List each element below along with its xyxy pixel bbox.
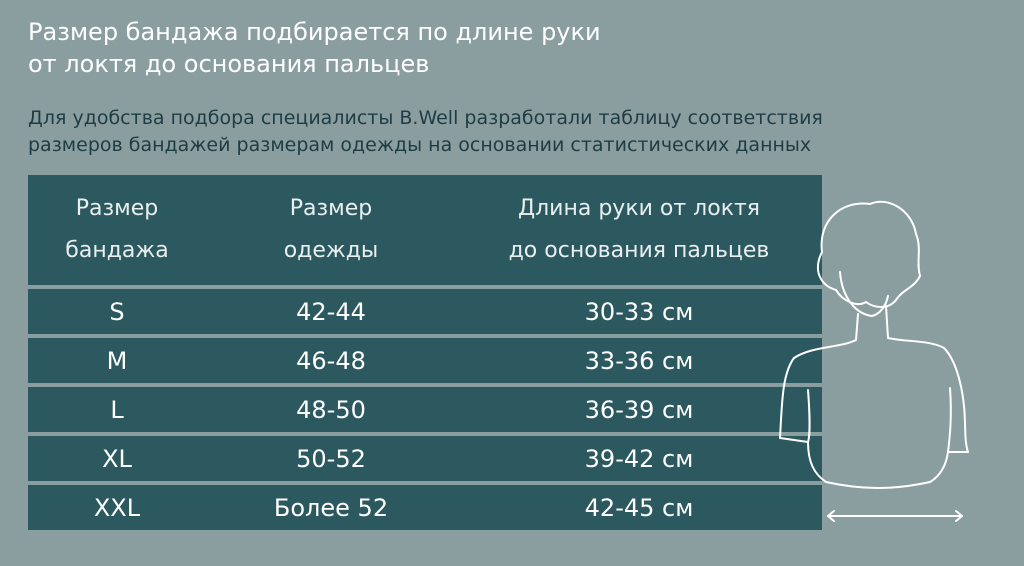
cell-bandage-size: S — [109, 297, 125, 326]
cell-clothing-size: Более 52 — [273, 493, 389, 522]
cell-arm-length: 39-42 см — [584, 444, 694, 473]
page-title: Размер бандажа подбирается по длине руки… — [28, 16, 748, 80]
cell-arm-length: 30-33 см — [584, 297, 694, 326]
cell-clothing-size: 46-48 — [296, 346, 366, 375]
header-bandage-size: Размер бандажа — [28, 188, 206, 272]
table-row: XXL Более 52 42-45 см — [28, 485, 822, 530]
subtitle-line-1: Для удобства подбора специалисты B.Well … — [28, 107, 823, 129]
header-arm-length: Длина руки от локтя до основания пальцев — [456, 188, 822, 272]
cell-clothing-size: 42-44 — [296, 297, 366, 326]
header-bandage-size-line-2: бандажа — [65, 238, 169, 263]
cell-bandage-size: XXL — [93, 493, 141, 522]
header-clothing-size-line-2: одежды — [283, 238, 379, 263]
subtitle-line-2: размеров бандажей размерам одежды на осн… — [28, 134, 812, 156]
cell-arm-length: 42-45 см — [584, 493, 694, 522]
cell-arm-length: 36-39 см — [584, 395, 694, 424]
table-row: S 42-44 30-33 см — [28, 289, 822, 334]
cell-bandage-size: XL — [102, 444, 132, 473]
woman-silhouette-with-arm-length-arrow-icon — [779, 200, 969, 522]
cell-clothing-size: 48-50 — [296, 395, 366, 424]
page-subtitle: Для удобства подбора специалисты B.Well … — [28, 105, 968, 159]
cell-clothing-size: 50-52 — [296, 444, 366, 473]
title-line-2: от локтя до основания пальцев — [28, 50, 430, 78]
title-line-1: Размер бандажа подбирается по длине руки — [28, 18, 601, 46]
header-bandage-size-line-1: Размер — [75, 196, 159, 221]
table-row: M 46-48 33-36 см — [28, 338, 822, 383]
header-arm-length-line-1: Длина руки от локтя — [517, 196, 761, 221]
header-clothing-size-line-1: Размер — [289, 196, 373, 221]
cell-bandage-size: L — [110, 395, 124, 424]
header-clothing-size: Размер одежды — [206, 188, 456, 272]
table-row: L 48-50 36-39 см — [28, 387, 822, 432]
size-table: Размер бандажа Размер одежды Длина руки … — [28, 175, 822, 530]
table-header: Размер бандажа Размер одежды Длина руки … — [28, 175, 822, 285]
table-row: XL 50-52 39-42 см — [28, 436, 822, 481]
cell-bandage-size: M — [106, 346, 128, 375]
cell-arm-length: 33-36 см — [584, 346, 694, 375]
header-arm-length-line-2: до основания пальцев — [508, 238, 770, 263]
